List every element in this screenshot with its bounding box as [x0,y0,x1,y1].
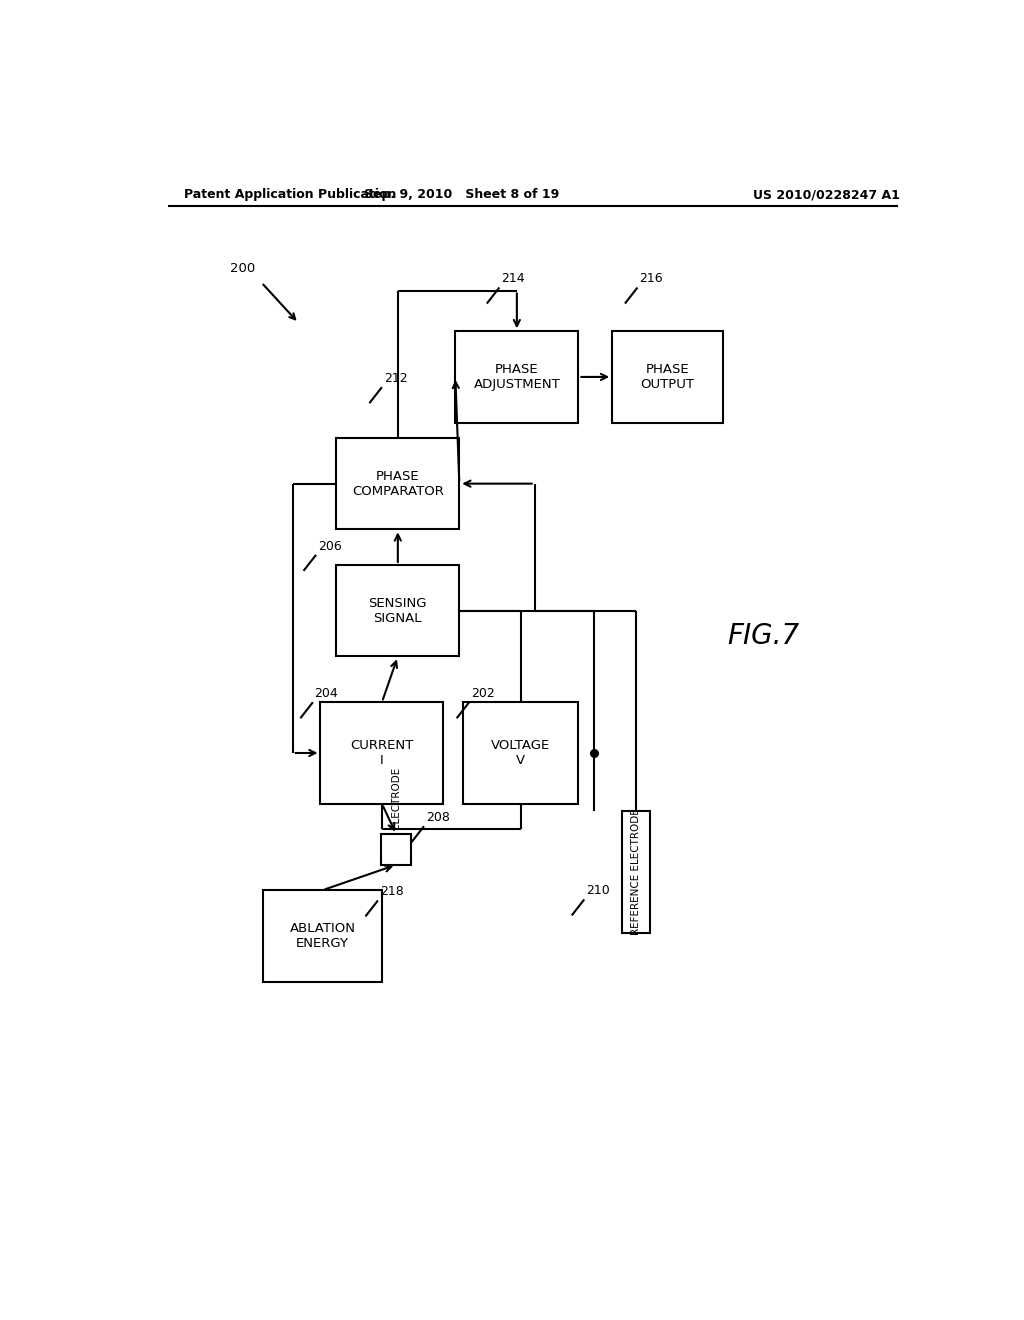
Bar [381,834,412,865]
Text: Sep. 9, 2010   Sheet 8 of 19: Sep. 9, 2010 Sheet 8 of 19 [364,189,559,202]
Text: SENSING
SIGNAL: SENSING SIGNAL [369,597,427,624]
Text: Patent Application Publication: Patent Application Publication [183,189,396,202]
Bar [336,438,460,529]
Text: FIG.7: FIG.7 [727,622,799,651]
Text: PHASE
ADJUSTMENT: PHASE ADJUSTMENT [473,363,560,391]
Text: US 2010/0228247 A1: US 2010/0228247 A1 [753,189,900,202]
Text: 206: 206 [317,540,342,553]
Bar [456,331,579,422]
Bar [612,331,723,422]
Text: 218: 218 [380,886,403,898]
Text: 216: 216 [639,272,663,285]
Text: VOLTAGE
V: VOLTAGE V [492,739,551,767]
Text: ELECTRODE: ELECTRODE [391,767,401,829]
Text: ABLATION
ENERGY: ABLATION ENERGY [290,921,355,950]
Text: CURRENT
I: CURRENT I [350,739,414,767]
Bar [263,890,382,982]
Bar [321,702,443,804]
Bar [463,702,579,804]
Text: PHASE
COMPARATOR: PHASE COMPARATOR [352,470,443,498]
Text: 204: 204 [314,686,338,700]
Bar [622,810,650,933]
Bar [336,565,460,656]
Text: 214: 214 [501,272,524,285]
Text: 202: 202 [471,686,495,700]
Text: 208: 208 [426,810,450,824]
Text: 210: 210 [586,884,609,898]
Text: 212: 212 [384,372,408,385]
Text: 200: 200 [230,263,256,276]
Text: REFERENCE ELECTRODE: REFERENCE ELECTRODE [631,809,641,936]
Text: PHASE
OUTPUT: PHASE OUTPUT [641,363,694,391]
